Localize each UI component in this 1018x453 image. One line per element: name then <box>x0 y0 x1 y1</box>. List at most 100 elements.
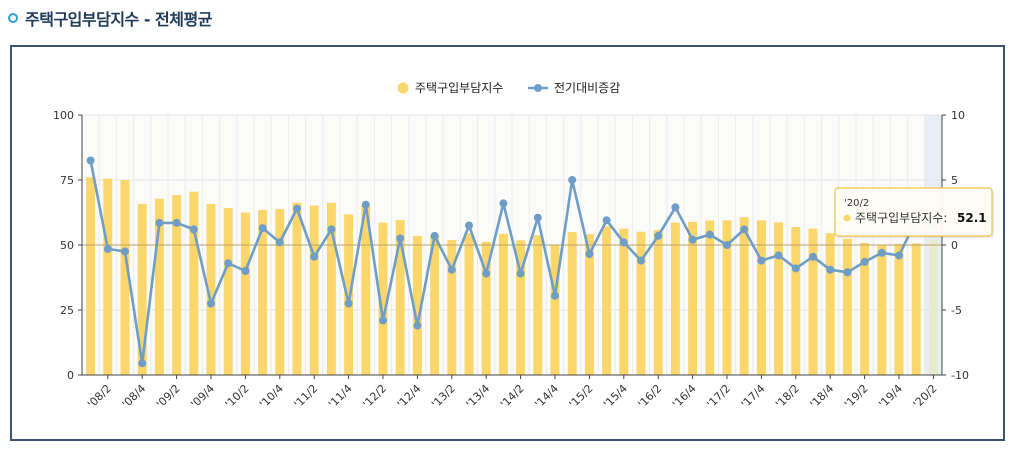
line-point[interactable]: '16/3 2.9 <box>671 203 680 212</box>
line-point[interactable]: '17/4 -1.2 <box>757 256 766 265</box>
line-point[interactable]: '12/1 3.1 <box>361 200 370 209</box>
line-point[interactable]: '16/2 0.7 <box>654 231 663 240</box>
line-point[interactable]: '08/1 6.5 <box>86 156 95 165</box>
line-point[interactable]: '09/4 -4.5 <box>207 299 215 308</box>
bar[interactable]: '12/4 53.5 <box>412 235 422 375</box>
bar[interactable]: '11/4 61.8 <box>344 214 354 375</box>
bar[interactable]: '16/2 55.8 <box>653 229 663 375</box>
line-point[interactable]: '15/2 -0.7 <box>585 250 594 259</box>
line-point[interactable]: '10/1 -1.4 <box>224 259 233 268</box>
bar[interactable]: '10/1 64.2 <box>223 208 233 375</box>
line-point[interactable]: '19/4 -0.8 <box>895 251 903 260</box>
line-point[interactable]: '08/4 -9.1 <box>138 359 147 368</box>
line-point[interactable]: '18/4 -1.9 <box>826 265 835 274</box>
line-point[interactable]: '19/3 -0.6 <box>877 248 886 257</box>
line-point[interactable]: '17/1 0.8 <box>705 230 714 239</box>
bar[interactable]: '09/1 67.8 <box>154 198 164 375</box>
line-point[interactable]: '10/2 -2 <box>241 267 250 275</box>
bar[interactable]: '11/3 66.2 <box>326 202 336 375</box>
bar[interactable]: '15/3 57.2 <box>602 226 612 375</box>
bar[interactable]: '08/4 65.8 <box>137 203 147 375</box>
line-point[interactable]: '15/1 5 <box>568 176 577 184</box>
line-point[interactable]: '15/3 1.9 <box>602 216 611 225</box>
bar[interactable]: '10/4 63.8 <box>275 209 285 375</box>
line-point[interactable]: '11/3 1.2 <box>327 225 336 234</box>
bar[interactable]: '16/4 58.9 <box>688 221 698 375</box>
bar[interactable]: '10/2 62.5 <box>240 212 250 376</box>
line-point[interactable]: '13/2 -1.9 <box>447 265 456 274</box>
bar[interactable]: '08/3 75 <box>120 180 130 375</box>
line-point[interactable]: '11/2 -0.9 <box>310 252 319 261</box>
bar[interactable]: '12/1 65.1 <box>361 205 371 375</box>
line-point[interactable]: '14/1 3.2 <box>499 199 508 208</box>
bar[interactable]: '18/2 56.9 <box>791 227 801 375</box>
bar[interactable]: '14/2 51.8 <box>516 240 526 375</box>
bar[interactable]: '14/4 49.9 <box>550 245 560 375</box>
bar[interactable]: '12/2 58.6 <box>378 222 388 375</box>
bar[interactable]: '10/3 63.5 <box>258 209 268 375</box>
bar[interactable]: '17/2 59.5 <box>722 220 732 375</box>
bar[interactable]: '18/4 54.5 <box>825 233 835 375</box>
bar[interactable]: '12/3 59.6 <box>395 220 405 375</box>
line-point[interactable]: '14/4 -3.9 <box>551 291 559 300</box>
bar[interactable]: '19/4 50.4 <box>894 243 904 375</box>
line-point[interactable]: '15/4 0.2 <box>619 238 628 247</box>
line-point[interactable]: '10/4 0.2 <box>275 238 284 247</box>
line-point[interactable]: '18/3 -0.9 <box>809 252 817 261</box>
line-point[interactable]: '16/4 0.4 <box>688 235 697 244</box>
bar[interactable]: '11/1 66.3 <box>292 202 302 375</box>
line-point[interactable]: '18/2 -1.8 <box>791 264 800 273</box>
bar[interactable]: '15/1 55 <box>567 232 577 375</box>
line-point[interactable]: '12/4 -6.2 <box>413 321 422 330</box>
legend-bar-icon[interactable] <box>397 82 409 94</box>
bar[interactable]: '17/1 59.4 <box>705 220 715 375</box>
line-point[interactable]: '17/2 0 <box>723 241 731 249</box>
line-point[interactable]: '09/2 1.7 <box>172 218 181 227</box>
line-point[interactable]: '11/1 2.8 <box>293 204 301 213</box>
bar[interactable]: '15/2 54.2 <box>584 234 594 375</box>
bar[interactable]: '09/2 69.2 <box>172 195 182 375</box>
bar[interactable]: '19/1 52.4 <box>842 238 852 375</box>
line-point[interactable]: '13/1 0.7 <box>430 231 439 240</box>
bar[interactable]: '17/4 59.5 <box>756 220 766 375</box>
line-point[interactable]: '08/3 -0.5 <box>121 247 129 256</box>
line-point[interactable]: '14/2 -2.2 <box>516 269 525 278</box>
line-point[interactable]: '09/3 1.2 <box>189 225 198 234</box>
bar[interactable]: '18/3 56.3 <box>808 228 818 375</box>
bar[interactable]: '13/1 53.7 <box>430 235 440 375</box>
bar[interactable]: '11/2 65.2 <box>309 205 319 375</box>
line-point[interactable]: '13/4 -2.2 <box>482 269 491 278</box>
bar[interactable]: '16/3 58.6 <box>670 222 680 375</box>
line-point[interactable]: '11/4 -4.5 <box>344 299 353 308</box>
bar[interactable]: '19/2 50.8 <box>860 242 870 375</box>
bar[interactable]: '16/1 55.1 <box>636 231 646 375</box>
bar[interactable]: '18/1 58.7 <box>774 222 784 375</box>
legend-bar-label[interactable]: 주택구입부담지수 <box>415 81 503 95</box>
bar[interactable]: '15/4 56.3 <box>619 228 629 375</box>
line-point[interactable]: '08/2 -0.3 <box>103 244 112 253</box>
line-point[interactable]: '09/1 1.7 <box>155 218 164 227</box>
bar[interactable]: '09/3 70.5 <box>189 191 199 375</box>
line-point[interactable]: '17/3 1.2 <box>740 225 749 234</box>
line-point[interactable]: '16/1 -1.2 <box>637 256 645 265</box>
bar[interactable]: '13/3 54.5 <box>464 233 474 375</box>
bar[interactable]: '09/4 65.8 <box>206 203 216 375</box>
line-point[interactable]: '14/3 2.1 <box>533 213 542 222</box>
line-point[interactable]: '19/2 -1.3 <box>860 257 869 266</box>
bar[interactable]: '20/1 50.6 <box>911 243 921 375</box>
bar[interactable]: '19/3 49.9 <box>877 245 887 375</box>
line-point[interactable]: '12/2 -5.8 <box>379 316 387 325</box>
bar[interactable]: '14/3 53.7 <box>533 235 543 375</box>
bar[interactable]: '08/2 75.5 <box>103 178 113 375</box>
line-point[interactable]: '18/1 -0.8 <box>774 251 783 260</box>
line-point[interactable]: '10/3 1.3 <box>258 224 267 233</box>
legend-line-label[interactable]: 전기대비증감 <box>554 81 620 95</box>
bar[interactable]: '08/1 76 <box>86 177 96 375</box>
bar[interactable]: '13/2 51.9 <box>447 240 457 375</box>
line-point[interactable]: '12/3 0.5 <box>396 234 405 243</box>
legend-line-marker-icon[interactable] <box>534 84 542 92</box>
bar[interactable]: '14/1 54.3 <box>498 233 508 375</box>
bar[interactable]: '13/4 51.2 <box>481 241 491 375</box>
line-point[interactable]: '19/1 -2.1 <box>843 268 852 277</box>
